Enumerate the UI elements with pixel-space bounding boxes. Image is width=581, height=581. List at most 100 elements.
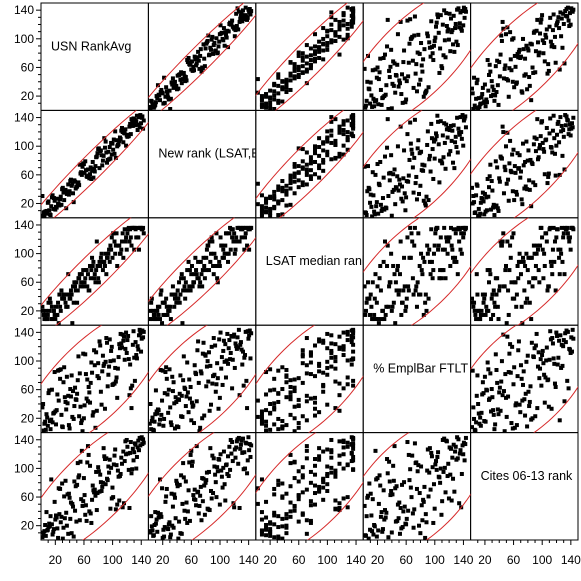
data-point (482, 99, 487, 104)
data-point (52, 370, 57, 375)
data-point (155, 510, 160, 515)
data-point (56, 535, 61, 540)
data-point (329, 128, 334, 133)
data-point (441, 155, 446, 160)
data-point (126, 333, 131, 338)
data-point (240, 8, 245, 13)
data-point (345, 463, 350, 468)
data-point (208, 45, 213, 50)
data-point (492, 213, 497, 218)
data-point (264, 408, 269, 413)
data-point (200, 499, 205, 504)
data-point (49, 387, 54, 392)
data-point (398, 505, 403, 510)
data-point (89, 268, 94, 273)
data-point (264, 370, 269, 375)
data-point (413, 288, 418, 293)
data-point (517, 402, 522, 407)
data-point (130, 467, 135, 472)
data-point (165, 92, 170, 97)
data-point (288, 390, 293, 395)
data-point (511, 147, 516, 152)
data-point (288, 452, 293, 457)
data-point (412, 225, 417, 230)
data-point (445, 474, 450, 479)
data-point (313, 463, 318, 468)
data-point (111, 462, 116, 467)
y-tick-label: 140 (14, 325, 34, 339)
data-point (228, 20, 233, 25)
data-point (217, 502, 222, 507)
data-point (533, 343, 538, 348)
data-point (192, 421, 197, 426)
data-point (493, 304, 498, 309)
data-point (472, 200, 477, 205)
data-point (233, 455, 238, 460)
data-point (308, 518, 313, 523)
data-point (386, 535, 391, 540)
data-point (117, 342, 122, 347)
data-point (185, 288, 190, 293)
data-point (230, 357, 235, 362)
data-point (276, 482, 281, 487)
data-point (568, 247, 573, 252)
data-point (455, 43, 460, 48)
data-point (242, 247, 247, 252)
data-point (221, 255, 226, 260)
data-point (67, 495, 72, 500)
data-point (392, 167, 397, 172)
data-point (317, 337, 322, 342)
data-point (439, 276, 444, 281)
data-point (551, 113, 556, 118)
x-tick-label: 20 (478, 553, 492, 567)
data-point (126, 451, 131, 456)
data-point (452, 49, 457, 54)
data-point (484, 100, 489, 105)
data-point (228, 437, 233, 442)
data-point (397, 182, 402, 187)
data-point (138, 113, 143, 118)
data-point (453, 449, 458, 454)
data-point (569, 121, 574, 126)
data-point (479, 308, 484, 313)
data-point (489, 94, 494, 99)
data-point (506, 312, 511, 317)
data-point (456, 225, 461, 230)
data-point (89, 176, 94, 181)
data-point (422, 259, 427, 264)
data-point (453, 255, 458, 260)
data-point (498, 239, 503, 244)
data-point (100, 369, 105, 374)
data-point (215, 50, 220, 55)
data-point (45, 415, 50, 420)
data-point (149, 296, 154, 301)
data-point (341, 344, 346, 349)
data-point (506, 177, 511, 182)
data-point (506, 370, 511, 375)
data-point (501, 26, 506, 31)
data-point (158, 367, 163, 372)
data-point (313, 400, 318, 405)
data-point (192, 272, 197, 277)
data-point (372, 104, 377, 109)
data-point (470, 296, 474, 301)
data-point (417, 491, 422, 496)
data-point (292, 429, 297, 433)
data-point (472, 427, 477, 432)
data-point (403, 308, 408, 313)
data-point (488, 371, 493, 376)
data-point (198, 53, 203, 58)
data-point (313, 374, 318, 379)
data-point (90, 263, 95, 268)
data-point (179, 272, 184, 277)
data-point (425, 129, 430, 134)
data-point (162, 416, 167, 421)
data-point (448, 16, 453, 21)
data-point (276, 514, 281, 519)
data-point (280, 481, 285, 486)
data-point (401, 60, 406, 65)
data-point (264, 198, 269, 203)
data-point (149, 514, 154, 519)
data-point (192, 68, 197, 73)
data-point (213, 263, 218, 268)
